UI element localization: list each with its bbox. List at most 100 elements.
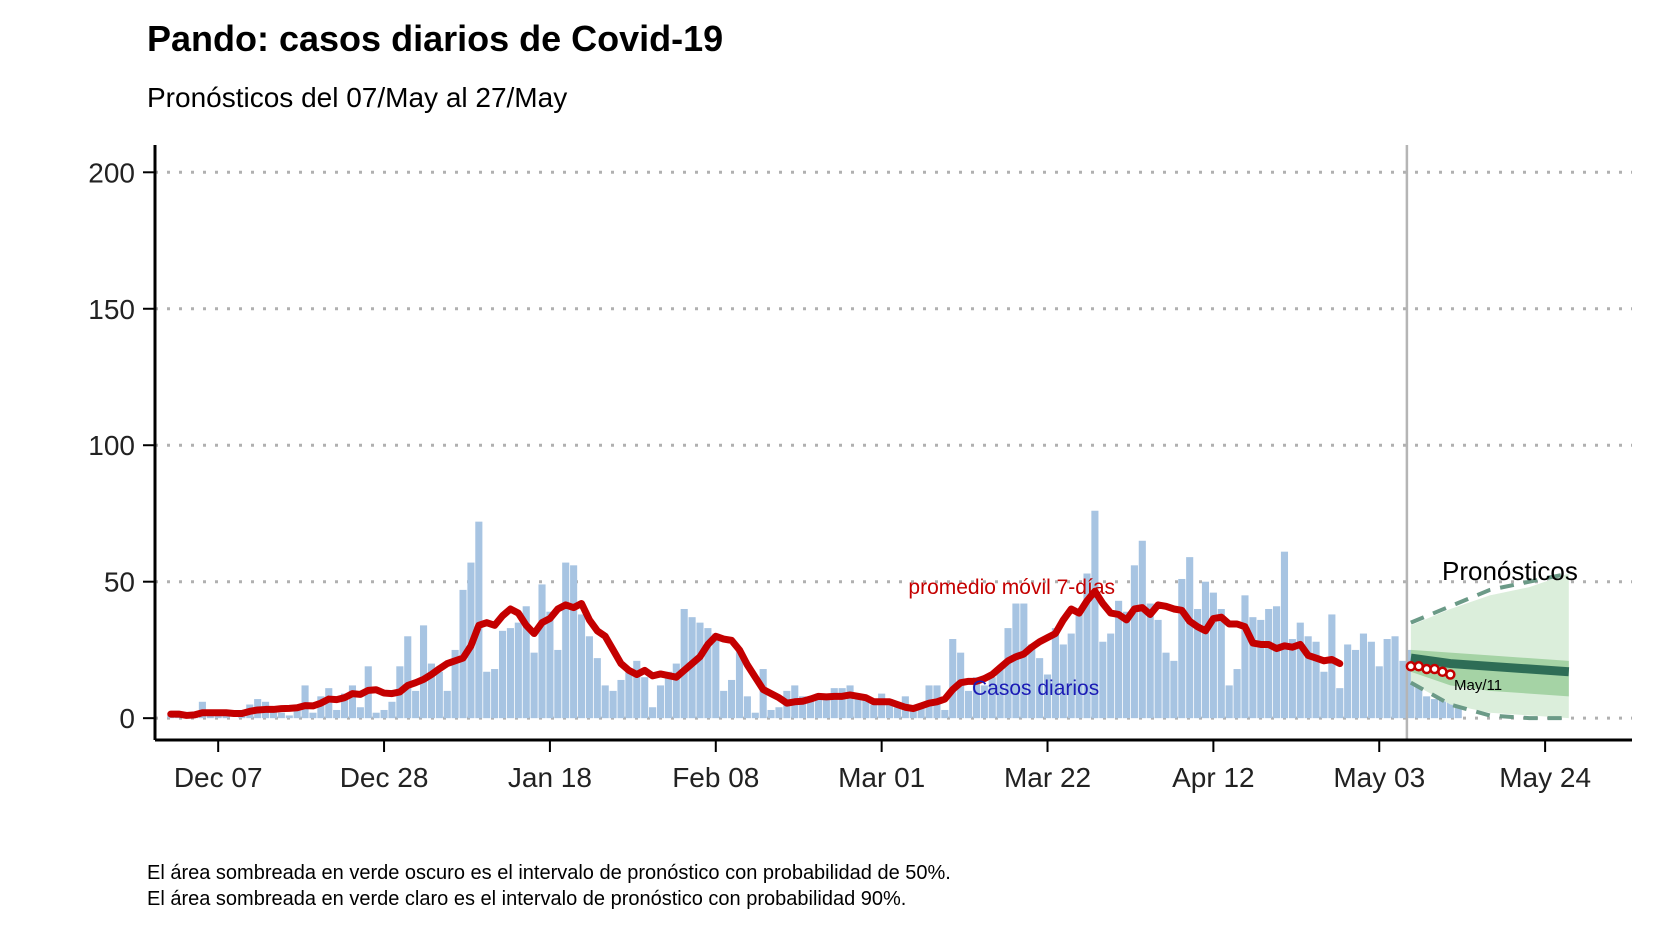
bar bbox=[1225, 685, 1233, 719]
bar bbox=[775, 707, 783, 719]
bar bbox=[799, 696, 807, 719]
bar bbox=[854, 693, 862, 719]
bar bbox=[214, 715, 222, 719]
x-tick-label: Mar 01 bbox=[838, 762, 925, 793]
bar bbox=[293, 707, 301, 719]
bar bbox=[1154, 619, 1162, 719]
bar bbox=[372, 712, 380, 719]
bar bbox=[917, 704, 925, 719]
bar bbox=[404, 636, 412, 719]
x-tick-label: Jan 18 bbox=[508, 762, 592, 793]
x-tick-label: Apr 12 bbox=[1172, 762, 1255, 793]
caption-line-1: El área sombreada en verde oscuro es el … bbox=[147, 862, 951, 884]
bar bbox=[1430, 699, 1439, 719]
bar bbox=[972, 677, 980, 719]
bar bbox=[475, 521, 483, 719]
bar bbox=[1304, 636, 1312, 719]
x-tick-label: May 03 bbox=[1333, 762, 1425, 793]
bar bbox=[893, 707, 902, 719]
bar bbox=[601, 685, 609, 719]
bar bbox=[609, 690, 617, 719]
bar bbox=[1336, 688, 1344, 719]
bar bbox=[656, 685, 665, 719]
bar bbox=[1320, 671, 1328, 719]
bar bbox=[949, 639, 957, 719]
bar bbox=[1352, 649, 1360, 719]
bar bbox=[1020, 603, 1028, 719]
x-tick-label: Mar 22 bbox=[1004, 762, 1091, 793]
bar bbox=[443, 690, 451, 719]
bar bbox=[1265, 608, 1273, 719]
forecast-upper-dashed bbox=[1410, 571, 1570, 625]
bar bbox=[767, 709, 775, 719]
bar bbox=[1099, 641, 1107, 719]
bar bbox=[1122, 611, 1131, 719]
bar bbox=[1383, 639, 1391, 719]
bar bbox=[1051, 628, 1059, 719]
y-tick-label: 100 bbox=[88, 430, 135, 461]
bar bbox=[1273, 606, 1281, 719]
bar bbox=[1075, 608, 1083, 719]
bar bbox=[743, 696, 751, 719]
bar bbox=[585, 636, 593, 719]
bar bbox=[680, 608, 688, 719]
bar bbox=[1146, 603, 1154, 719]
bar bbox=[506, 628, 514, 719]
bar bbox=[1391, 636, 1399, 719]
x-tick-label: Dec 07 bbox=[174, 762, 263, 793]
bar bbox=[846, 685, 854, 719]
moving-average-line bbox=[167, 587, 1344, 719]
chart-subtitle: Pronósticos del 07/May al 27/May bbox=[147, 82, 568, 113]
bar bbox=[1375, 666, 1383, 719]
bar bbox=[1312, 641, 1320, 719]
bar bbox=[1241, 595, 1249, 719]
bar bbox=[941, 709, 949, 719]
bar bbox=[996, 669, 1004, 719]
bar bbox=[530, 652, 538, 719]
bar bbox=[325, 688, 333, 719]
bar bbox=[696, 622, 704, 719]
bar bbox=[1162, 652, 1170, 719]
bar bbox=[427, 663, 435, 719]
bar bbox=[807, 699, 815, 719]
bar bbox=[1083, 573, 1091, 719]
bar bbox=[356, 707, 364, 719]
bar bbox=[514, 622, 522, 719]
bar bbox=[720, 690, 728, 719]
bar bbox=[1012, 603, 1020, 719]
bar bbox=[704, 628, 712, 719]
bar bbox=[1194, 608, 1202, 719]
y-tick-label: 50 bbox=[104, 567, 135, 598]
bar bbox=[1296, 622, 1304, 719]
bar bbox=[1067, 633, 1075, 719]
bar bbox=[285, 715, 293, 719]
bar bbox=[1028, 644, 1036, 719]
bar bbox=[498, 630, 507, 719]
bar bbox=[672, 663, 680, 719]
bar bbox=[1257, 619, 1265, 719]
bar bbox=[1036, 658, 1044, 719]
bar bbox=[491, 669, 499, 719]
bar bbox=[1091, 510, 1099, 719]
forecast-median-line bbox=[1410, 653, 1570, 677]
bar bbox=[751, 712, 759, 719]
bar bbox=[759, 669, 767, 719]
bar bbox=[1399, 660, 1407, 719]
bar bbox=[538, 584, 546, 719]
bar bbox=[814, 693, 823, 719]
bar bbox=[546, 611, 554, 719]
bar bbox=[1115, 600, 1123, 719]
bar bbox=[277, 712, 285, 719]
bar bbox=[641, 677, 649, 719]
bar bbox=[1130, 565, 1138, 719]
chart-title: Pando: casos diarios de Covid-19 bbox=[147, 18, 724, 59]
x-tick-label: May 24 bbox=[1499, 762, 1591, 793]
bar bbox=[412, 690, 420, 719]
bar bbox=[1209, 592, 1217, 719]
bar bbox=[862, 696, 870, 719]
bar bbox=[1288, 639, 1296, 719]
bar bbox=[878, 693, 886, 719]
bar bbox=[1107, 633, 1115, 719]
bar bbox=[838, 688, 846, 719]
bar bbox=[964, 690, 973, 719]
